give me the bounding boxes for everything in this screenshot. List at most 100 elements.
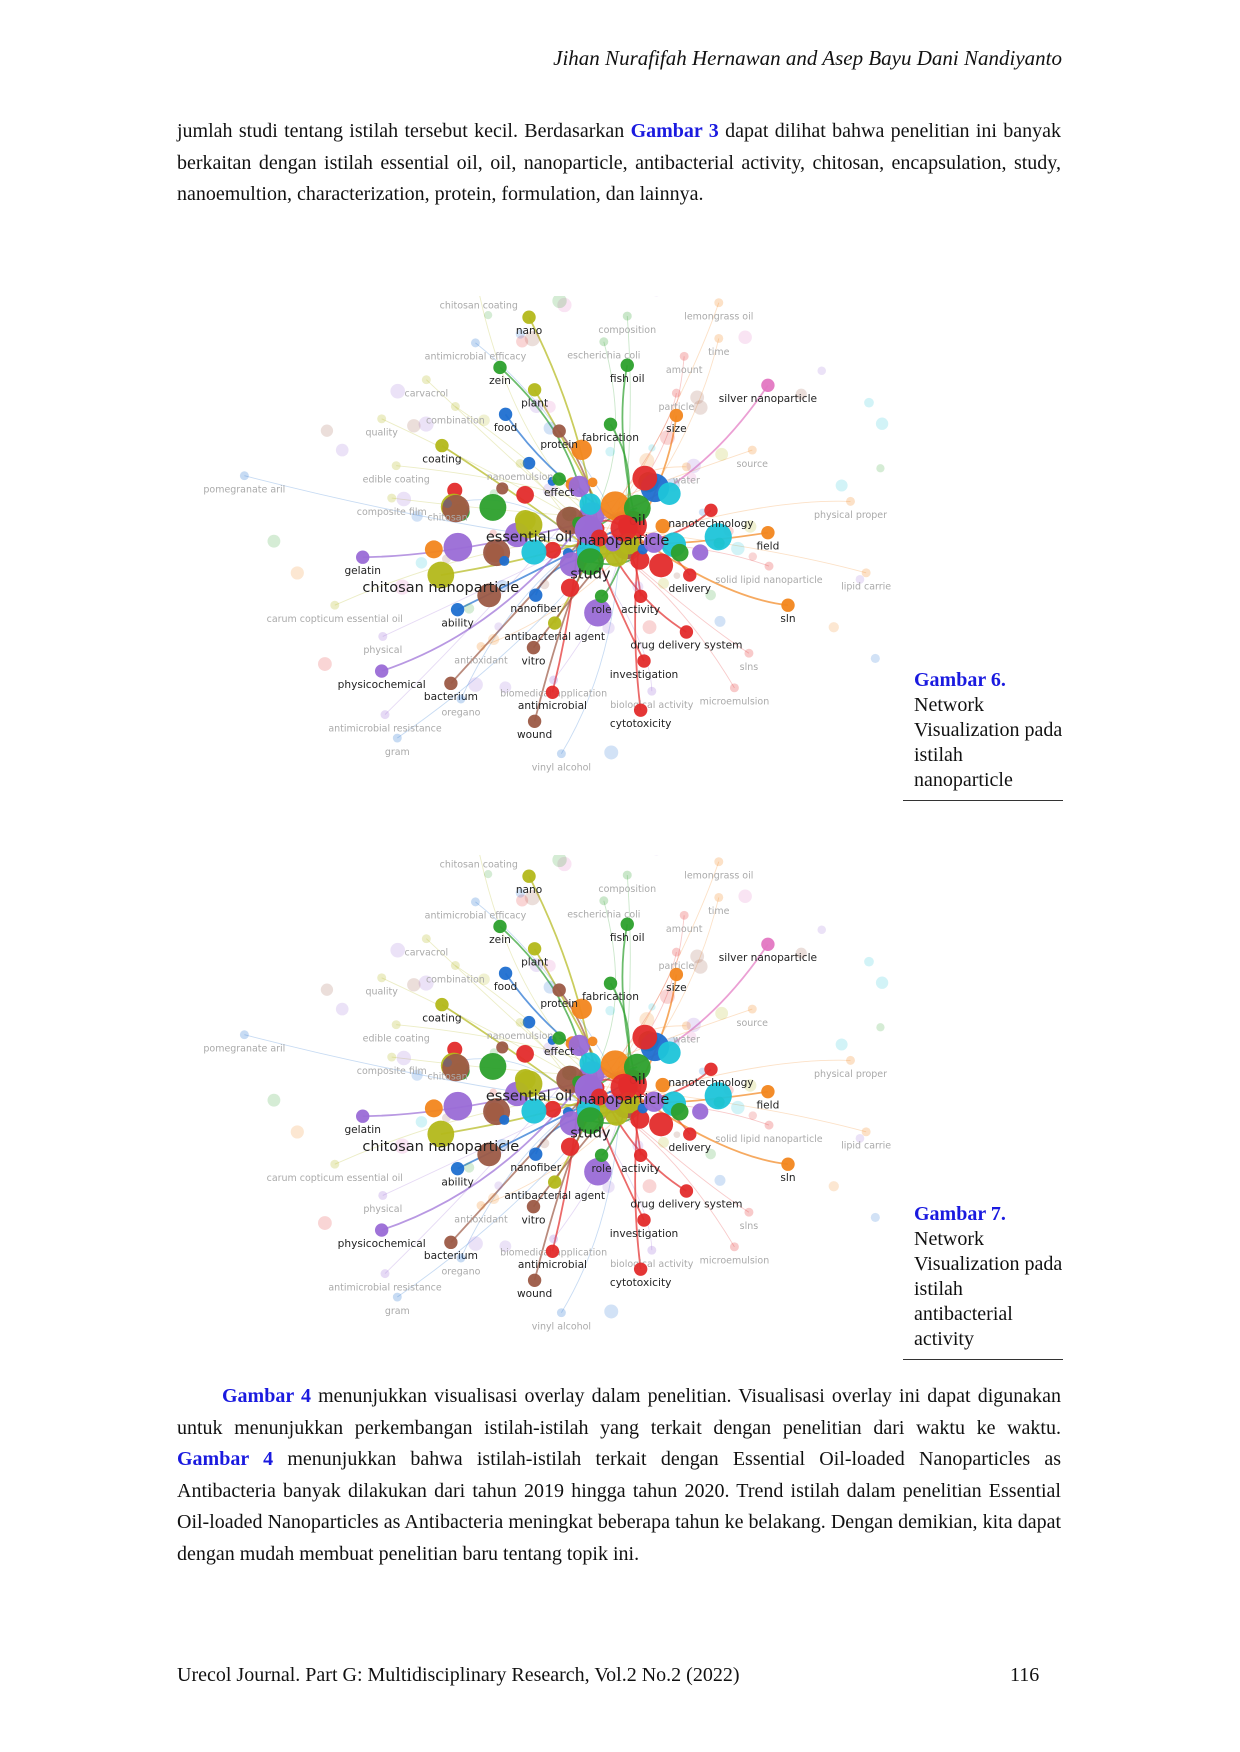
node-label: cytotoxicity bbox=[610, 1277, 671, 1289]
node-label: antimicrobial efficacy bbox=[425, 911, 527, 922]
node bbox=[450, 602, 465, 617]
node-label: oregano bbox=[441, 1267, 480, 1278]
node bbox=[715, 447, 729, 461]
node-label: nano bbox=[516, 325, 542, 337]
network-visualization: chitosan coating nano composition lemongras… bbox=[203, 855, 891, 1332]
node bbox=[516, 335, 529, 348]
node-label: nanotechnology bbox=[668, 1077, 753, 1089]
text: dapat dilihat bahwa penelitian ini banya… bbox=[177, 120, 1062, 205]
node-label: antimicrobial efficacy bbox=[425, 352, 527, 363]
node bbox=[743, 1079, 757, 1092]
node bbox=[450, 402, 460, 411]
node bbox=[548, 616, 562, 630]
node bbox=[620, 358, 634, 372]
node-label: sln bbox=[780, 613, 795, 625]
node bbox=[660, 430, 675, 445]
node bbox=[320, 424, 334, 437]
node bbox=[390, 942, 406, 958]
node-label: carvacrol bbox=[405, 388, 449, 399]
node bbox=[761, 937, 775, 951]
node-label: physical bbox=[363, 1204, 402, 1215]
node bbox=[632, 1140, 644, 1152]
node bbox=[290, 566, 304, 580]
node bbox=[539, 579, 550, 590]
node bbox=[391, 461, 401, 471]
node bbox=[669, 967, 684, 982]
node bbox=[647, 1245, 657, 1255]
node-label: slns bbox=[740, 1221, 759, 1232]
node bbox=[394, 1138, 410, 1154]
node-label: field bbox=[756, 1099, 779, 1111]
node bbox=[493, 360, 507, 375]
node bbox=[494, 1181, 503, 1190]
node-label: particle bbox=[659, 402, 695, 413]
node bbox=[239, 1030, 249, 1040]
node bbox=[464, 1162, 475, 1173]
paragraph: Gambar 4 menunjukkan visualisasi overlay… bbox=[177, 1381, 1061, 1570]
node bbox=[377, 414, 387, 424]
figure-link[interactable]: Gambar 4 bbox=[177, 1448, 274, 1470]
node bbox=[594, 1148, 609, 1162]
node bbox=[479, 1052, 507, 1080]
node bbox=[527, 1273, 542, 1287]
node-label: nanoparticle bbox=[578, 1092, 669, 1108]
running-header: Jihan Nurafifah Hernawan and Asep Bayu D… bbox=[553, 46, 1062, 70]
node bbox=[861, 568, 871, 578]
node bbox=[496, 482, 509, 495]
node-label: nanoemulsion bbox=[487, 472, 554, 483]
node bbox=[415, 1116, 428, 1128]
node bbox=[515, 329, 526, 339]
node bbox=[527, 714, 542, 728]
figure-label: Gambar 6. bbox=[914, 669, 1006, 691]
node bbox=[639, 453, 655, 469]
node bbox=[552, 296, 567, 309]
edge bbox=[479, 296, 596, 518]
node bbox=[552, 855, 567, 868]
node bbox=[442, 1053, 470, 1082]
node bbox=[692, 1103, 709, 1120]
node bbox=[539, 1138, 550, 1149]
node bbox=[643, 532, 665, 553]
node-label: plant bbox=[521, 957, 548, 969]
node bbox=[330, 600, 340, 610]
node-label: food bbox=[494, 981, 517, 993]
node bbox=[681, 462, 691, 472]
node-label: antibacterial agent bbox=[504, 631, 605, 643]
figure-link[interactable]: Gambar 3 bbox=[630, 120, 719, 142]
node bbox=[602, 1180, 615, 1193]
node-label: biological activity bbox=[610, 1259, 693, 1270]
node-label: nanoemulsion bbox=[487, 1031, 554, 1042]
figure-link[interactable]: Gambar 4 bbox=[222, 1385, 311, 1407]
node bbox=[670, 543, 689, 562]
node bbox=[526, 640, 541, 655]
node bbox=[600, 1050, 630, 1080]
node bbox=[630, 1109, 650, 1129]
node-label: activity bbox=[621, 1163, 660, 1175]
node bbox=[861, 1127, 871, 1137]
node bbox=[610, 1073, 638, 1101]
node-label: water bbox=[673, 476, 700, 487]
node bbox=[679, 625, 694, 639]
node bbox=[714, 857, 724, 867]
node bbox=[524, 330, 540, 347]
node bbox=[714, 298, 724, 308]
node bbox=[599, 896, 609, 906]
node bbox=[729, 683, 739, 693]
node bbox=[632, 465, 658, 491]
node-label: vitro bbox=[521, 1214, 545, 1226]
node bbox=[549, 1234, 559, 1244]
node bbox=[421, 375, 431, 385]
node-label: drug delivery system bbox=[630, 1199, 742, 1211]
node-label: essential oil bbox=[486, 530, 572, 546]
node bbox=[542, 482, 557, 497]
node bbox=[686, 1031, 697, 1041]
node bbox=[571, 439, 592, 461]
node bbox=[704, 1062, 718, 1077]
node bbox=[705, 1148, 716, 1160]
node bbox=[477, 1142, 502, 1167]
node bbox=[515, 1017, 525, 1027]
node bbox=[529, 588, 543, 602]
node bbox=[544, 1100, 562, 1118]
node bbox=[542, 1041, 557, 1056]
edge bbox=[381, 513, 590, 672]
